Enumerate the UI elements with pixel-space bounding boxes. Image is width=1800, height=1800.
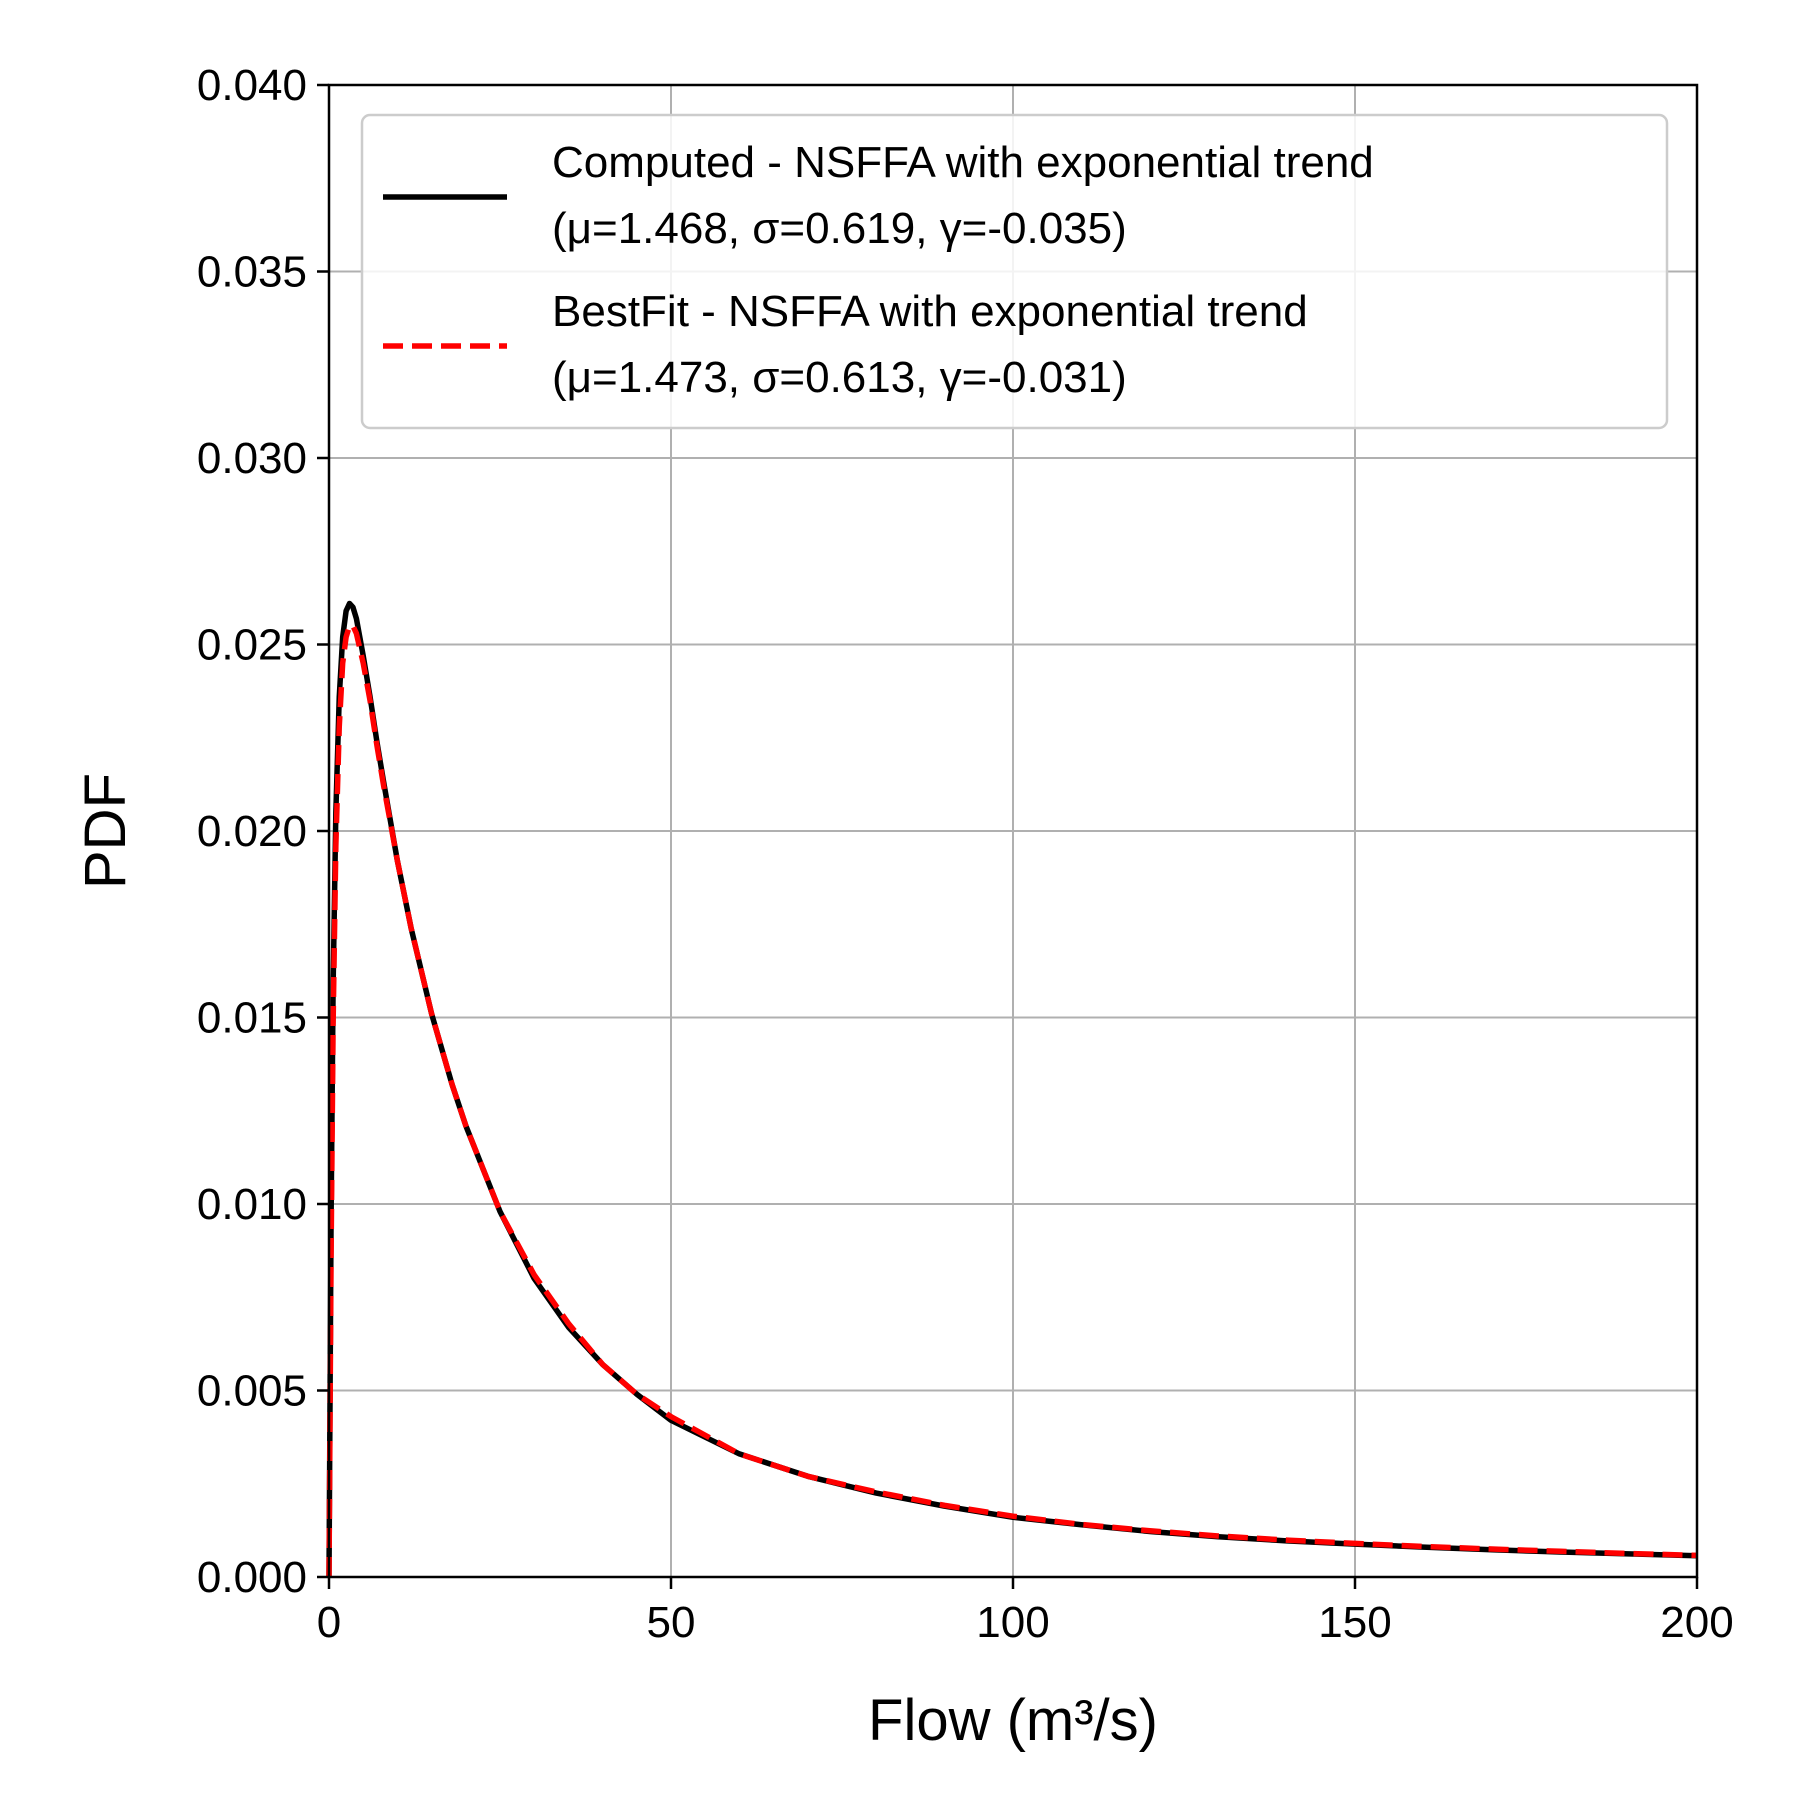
x-tick-label: 150	[1318, 1598, 1391, 1647]
legend: Computed - NSFFA with exponential trend …	[360, 113, 1669, 430]
y-tick-label: 0.035	[197, 248, 307, 297]
y-tick-label: 0.030	[197, 434, 307, 483]
legend-params-bestfit: (μ=1.473, σ=0.613, γ=-0.031)	[552, 353, 1127, 402]
y-tick-label: 0.025	[197, 621, 307, 670]
x-tick-label: 200	[1660, 1598, 1733, 1647]
x-tick-label: 50	[647, 1598, 696, 1647]
y-tick-label: 0.020	[197, 807, 307, 856]
x-tick-label: 100	[976, 1598, 1049, 1647]
y-tick-label: 0.010	[197, 1180, 307, 1229]
y-axis: 0.000 0.005 0.010 0.015 0.020 0.025 0.030 0.035…	[197, 61, 329, 1602]
x-axis: 0 50 100 150 200	[317, 1577, 1734, 1647]
y-tick-label: 0.000	[197, 1553, 307, 1602]
y-tick-label: 0.005	[197, 1367, 307, 1416]
y-axis-title: PDF	[73, 773, 138, 889]
legend-box	[360, 113, 1669, 430]
y-tick-label: 0.040	[197, 61, 307, 110]
x-tick-label: 0	[317, 1598, 341, 1647]
series-layer	[326, 600, 1698, 1578]
legend-label-computed: Computed - NSFFA with exponential trend	[552, 138, 1374, 187]
series-line-bestfit	[326, 623, 1698, 1578]
y-tick-label: 0.015	[197, 994, 307, 1043]
legend-params-computed: (μ=1.468, σ=0.619, γ=-0.035)	[552, 204, 1127, 253]
legend-label-bestfit: BestFit - NSFFA with exponential trend	[552, 287, 1308, 336]
x-axis-title: Flow (m³/s)	[868, 1688, 1158, 1753]
